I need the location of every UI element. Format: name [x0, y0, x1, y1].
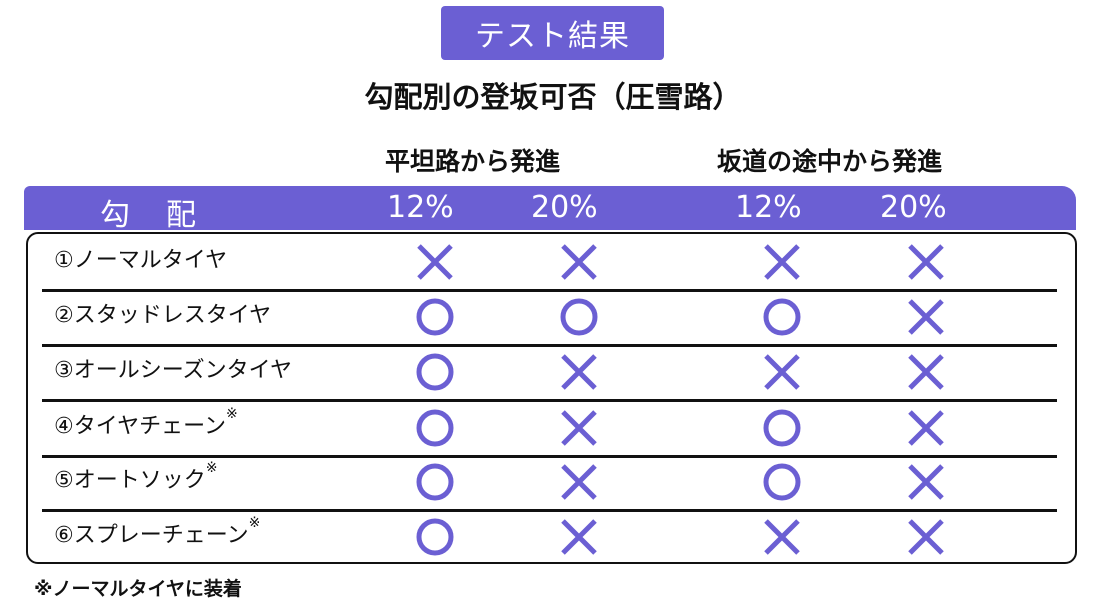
circle-icon — [557, 295, 601, 339]
circle-icon — [413, 350, 457, 394]
header-col-flat-12: 12% — [387, 190, 454, 225]
note-mark: ※ — [225, 406, 238, 422]
result-badge: テスト結果 — [441, 6, 664, 60]
cross-icon — [557, 515, 601, 559]
row-divider — [42, 289, 1057, 292]
row-label: ③オールシーズンタイヤ — [54, 358, 292, 383]
cross-icon — [904, 515, 948, 559]
results-table: ①ノーマルタイヤ ②スタッドレスタイヤ ③オールシーズンタイヤ ④タイヤチェーン※ ⑤オ… — [26, 232, 1077, 564]
cross-icon — [904, 350, 948, 394]
table-row: ③オールシーズンタイヤ — [42, 346, 1057, 402]
circle-icon — [760, 295, 804, 339]
group-label-flat-start: 平坦路から発進 — [385, 147, 561, 176]
cross-icon — [760, 240, 804, 284]
cross-icon — [413, 240, 457, 284]
cross-icon — [557, 406, 601, 450]
footnote: ※ノーマルタイヤに装着 — [34, 578, 242, 600]
note-mark: ※ — [205, 460, 218, 476]
table-row: ①ノーマルタイヤ — [42, 236, 1057, 292]
table-header-bar — [24, 186, 1076, 230]
row-divider — [42, 455, 1057, 458]
row-label: ①ノーマルタイヤ — [54, 248, 228, 273]
header-col-slope-12: 12% — [735, 190, 802, 225]
row-label: ⑤オートソック※ — [54, 460, 218, 493]
row-label: ⑥スプレーチェーン※ — [54, 515, 261, 548]
circle-icon — [413, 460, 457, 504]
row-divider — [42, 399, 1057, 402]
cross-icon — [557, 460, 601, 504]
table-row: ②スタッドレスタイヤ — [42, 291, 1057, 347]
header-col-slope-20: 20% — [880, 190, 947, 225]
note-mark: ※ — [248, 515, 261, 531]
circle-icon — [413, 295, 457, 339]
cross-icon — [904, 295, 948, 339]
row-label: ②スタッドレスタイヤ — [54, 303, 272, 328]
row-divider — [42, 509, 1057, 512]
group-label-slope-start: 坂道の途中から発進 — [717, 147, 943, 176]
row-label: ④タイヤチェーン※ — [54, 406, 238, 439]
circle-icon — [413, 515, 457, 559]
cross-icon — [557, 240, 601, 284]
table-row: ④タイヤチェーン※ — [42, 402, 1057, 458]
header-col-flat-20: 20% — [531, 190, 598, 225]
table-row: ⑥スプレーチェーン※ — [42, 511, 1057, 567]
circle-icon — [413, 406, 457, 450]
cross-icon — [904, 240, 948, 284]
table-row: ⑤オートソック※ — [42, 456, 1057, 512]
cross-icon — [904, 406, 948, 450]
row-divider — [42, 344, 1057, 347]
circle-icon — [760, 460, 804, 504]
header-grade-label: 勾配 — [100, 198, 232, 233]
page-title: 勾配別の登坂可否（圧雪路） — [364, 80, 742, 114]
cross-icon — [904, 460, 948, 504]
circle-icon — [760, 406, 804, 450]
cross-icon — [760, 350, 804, 394]
cross-icon — [557, 350, 601, 394]
cross-icon — [760, 515, 804, 559]
